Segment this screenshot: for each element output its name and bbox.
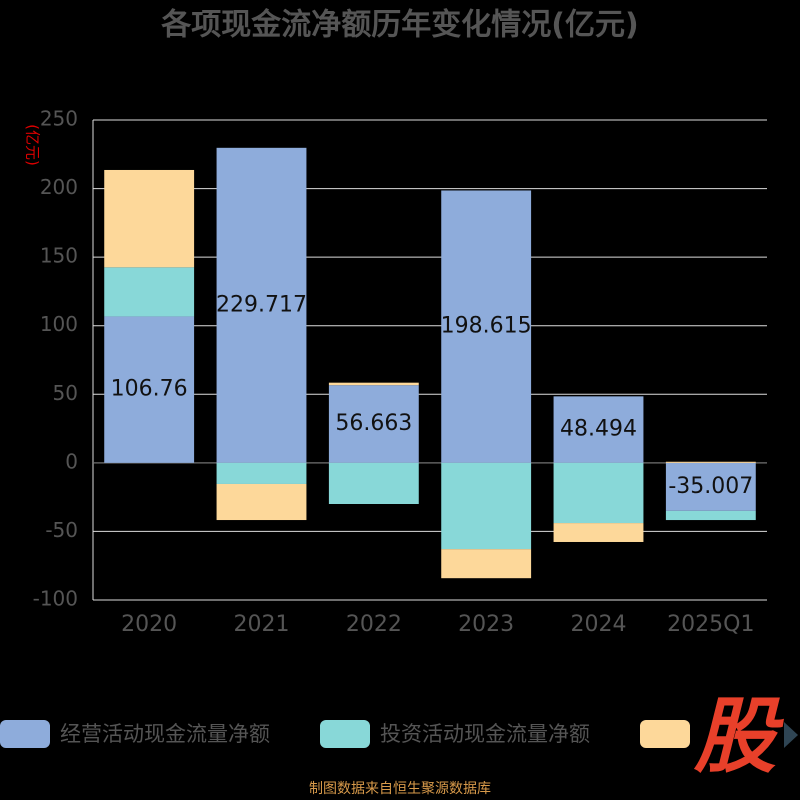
y-tick-label: -50 — [45, 518, 78, 542]
legend-swatch — [0, 720, 50, 748]
legend-swatch — [320, 720, 370, 748]
source-note: 制图数据来自恒生聚源数据库 — [309, 781, 491, 797]
y-tick-label: 200 — [40, 175, 78, 199]
data-label: 48.494 — [560, 417, 637, 442]
x-tick-label: 2021 — [234, 612, 290, 637]
legend-label: 经营活动现金流量净额 — [60, 722, 270, 746]
bar-segment — [328, 382, 419, 386]
bar-segment — [553, 462, 644, 524]
bar-segment — [104, 267, 195, 317]
bar-segment — [553, 523, 644, 542]
bar-segment — [328, 462, 419, 504]
data-label: 106.76 — [111, 377, 188, 402]
bar-segment — [665, 462, 756, 511]
bar-segment — [553, 396, 644, 463]
x-tick-label: 2020 — [121, 612, 177, 637]
x-tick-label: 2025Q1 — [667, 612, 754, 637]
y-tick-label: 100 — [40, 312, 78, 336]
y-tick-label: -100 — [33, 587, 78, 611]
bar-segment — [216, 147, 307, 463]
bar-segment — [441, 190, 532, 463]
x-tick-label: 2022 — [346, 612, 402, 637]
y-tick-label: 250 — [40, 107, 78, 131]
y-tick-label: 150 — [40, 244, 78, 268]
watermark: 股 — [693, 689, 784, 784]
bar-segment — [328, 385, 419, 463]
y-tick-label: 0 — [65, 449, 78, 473]
legend-swatch — [640, 720, 690, 748]
x-tick-label: 2023 — [458, 612, 514, 637]
bar-segment — [665, 510, 756, 521]
data-label: 198.615 — [441, 314, 532, 339]
bar-segment — [441, 462, 532, 550]
data-label: 229.717 — [216, 292, 307, 317]
bar-segment — [216, 462, 307, 484]
bar-segment — [441, 549, 532, 579]
x-tick-label: 2024 — [571, 612, 627, 637]
bar-segment — [665, 461, 756, 463]
data-label: 56.663 — [335, 411, 412, 436]
y-axis-label: (亿元) — [24, 124, 42, 166]
legend-next-arrow — [784, 722, 798, 748]
y-tick-label: 50 — [53, 381, 78, 405]
bar-segment — [104, 169, 195, 268]
bar-segment — [104, 316, 195, 463]
bar-segment — [216, 483, 307, 521]
data-label: -35.007 — [668, 474, 753, 499]
legend-label: 投资活动现金流量净额 — [380, 722, 590, 746]
chart-title: 各项现金流净额历年变化情况(亿元) — [160, 8, 638, 43]
